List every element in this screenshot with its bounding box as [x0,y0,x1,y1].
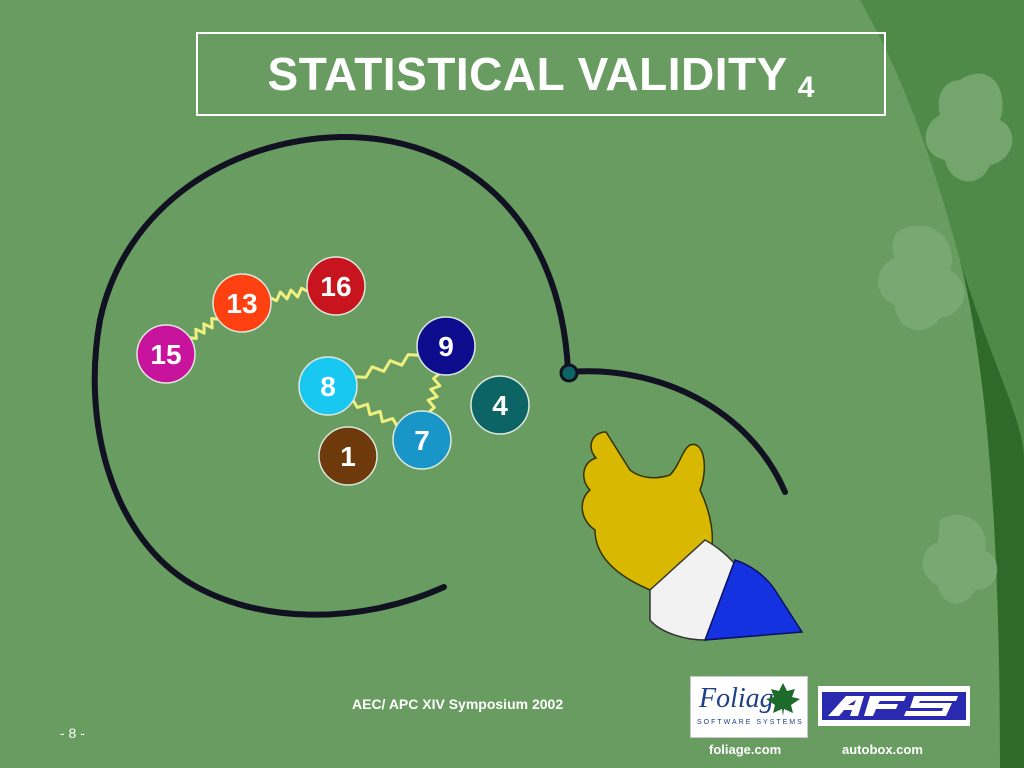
hand-icon [581,431,804,641]
hand-shape [581,431,714,591]
ball-8: 8 [298,356,358,416]
ball-7-label: 7 [414,425,430,456]
ball-15-label: 15 [150,339,181,370]
foliage-logo-tagline: SOFTWARE SYSTEMS [697,719,804,726]
ball-16: 16 [306,256,366,316]
maple-leaf-icon [766,683,800,716]
ball-7-circle [392,410,452,470]
connection-sparks [189,286,442,427]
hinge-dot [559,363,579,383]
ball-1: 1 [318,426,378,486]
ball-4-label: 4 [492,390,508,421]
spark-15-13 [189,317,219,340]
ball-9-label: 9 [438,331,454,362]
sleeve [703,559,804,641]
afs-logo-mark [822,692,966,720]
spark-8-9 [355,353,419,379]
ball-15-circle [136,324,196,384]
slide-title: STATISTICAL VALIDITY [267,48,788,100]
right-green-band [860,0,1024,768]
sample-arm-line [567,368,788,495]
ball-16-circle [306,256,366,316]
leaf-decorations [878,73,1013,604]
afs-logo[interactable] [818,686,970,726]
slide-title-suffix: 4 [797,71,815,104]
page-number: - 8 - [60,725,85,741]
footer-link-autobox[interactable]: autobox.com [842,742,923,757]
ball-1-circle [318,426,378,486]
sample-balls: 16 13 15 9 8 4 7 1 [136,256,530,486]
foliage-logo[interactable]: Foliage SOFTWARE SYSTEMS [690,676,808,738]
ball-13-circle [212,273,272,333]
ball-8-circle [298,356,358,416]
ball-15: 15 [136,324,196,384]
ball-9-circle [416,316,476,376]
ball-16-label: 16 [320,271,351,302]
dark-edge-band [960,260,1024,768]
ball-9: 9 [416,316,476,376]
footer-event: AEC/ APC XIV Symposium 2002 [352,696,564,712]
ball-4: 4 [470,375,530,435]
title-box: STATISTICAL VALIDITY 4 [196,32,886,116]
ball-1-label: 1 [340,441,356,472]
ball-13-label: 13 [226,288,257,319]
footer-link-foliage[interactable]: foliage.com [709,742,782,757]
spark-8-7 [351,399,399,427]
ball-7: 7 [392,410,452,470]
ball-13: 13 [212,273,272,333]
spark-13-16 [269,286,309,303]
ball-8-label: 8 [320,371,336,402]
spark-9-7 [426,372,442,414]
ball-4-circle [470,375,530,435]
population-circle [91,133,571,618]
